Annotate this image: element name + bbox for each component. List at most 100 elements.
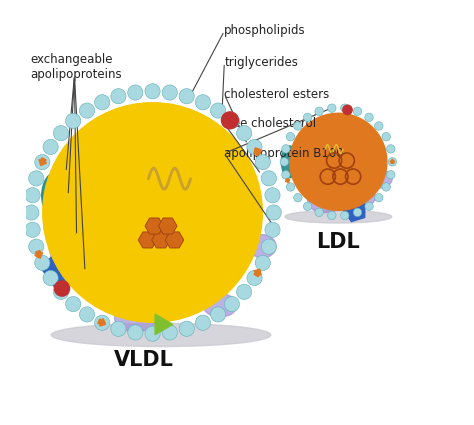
Circle shape — [145, 84, 160, 99]
Circle shape — [265, 222, 280, 237]
Circle shape — [374, 193, 383, 202]
Text: triglycerides: triglycerides — [224, 56, 298, 69]
Circle shape — [286, 133, 295, 141]
Circle shape — [224, 113, 239, 128]
Circle shape — [303, 202, 312, 210]
Circle shape — [294, 122, 302, 130]
Circle shape — [210, 103, 226, 118]
Text: exchangeable
apolipoproteins: exchangeable apolipoproteins — [30, 53, 122, 81]
Circle shape — [265, 188, 280, 203]
Circle shape — [54, 284, 69, 300]
Circle shape — [261, 171, 276, 186]
Circle shape — [353, 208, 362, 217]
Circle shape — [195, 95, 210, 110]
Text: free cholesterol: free cholesterol — [224, 117, 317, 130]
Ellipse shape — [42, 171, 73, 220]
Circle shape — [24, 205, 39, 220]
Circle shape — [221, 112, 238, 129]
Circle shape — [25, 188, 40, 203]
Circle shape — [80, 307, 95, 322]
Ellipse shape — [51, 323, 271, 346]
Circle shape — [25, 222, 40, 237]
Circle shape — [280, 158, 289, 166]
Circle shape — [328, 211, 336, 220]
Text: phospholipids: phospholipids — [224, 25, 306, 37]
Ellipse shape — [248, 235, 276, 258]
Text: LDL: LDL — [317, 232, 360, 252]
Circle shape — [179, 89, 194, 104]
Circle shape — [80, 103, 95, 118]
FancyArrow shape — [98, 318, 106, 326]
FancyArrow shape — [285, 178, 290, 183]
Circle shape — [315, 107, 323, 116]
Circle shape — [255, 155, 270, 170]
Circle shape — [65, 297, 81, 312]
Text: cholesterol esters: cholesterol esters — [224, 88, 329, 101]
Circle shape — [341, 104, 349, 112]
Circle shape — [303, 113, 312, 122]
Circle shape — [365, 113, 373, 122]
Text: VLDL: VLDL — [114, 350, 174, 370]
Circle shape — [95, 315, 110, 330]
Circle shape — [255, 255, 270, 270]
Circle shape — [111, 321, 126, 336]
Circle shape — [162, 85, 177, 100]
FancyArrow shape — [39, 158, 46, 165]
Circle shape — [43, 103, 262, 322]
Circle shape — [128, 85, 143, 100]
Circle shape — [29, 171, 44, 186]
Circle shape — [387, 170, 395, 179]
Ellipse shape — [352, 190, 375, 206]
Circle shape — [145, 326, 160, 341]
Ellipse shape — [282, 146, 298, 178]
Ellipse shape — [73, 148, 123, 184]
Ellipse shape — [49, 221, 104, 272]
Circle shape — [374, 122, 383, 130]
Circle shape — [35, 155, 50, 170]
Circle shape — [388, 158, 397, 166]
Ellipse shape — [308, 191, 344, 212]
Ellipse shape — [203, 294, 237, 317]
Text: apolipoprotein B100: apolipoprotein B100 — [224, 147, 344, 160]
Circle shape — [282, 170, 290, 179]
Circle shape — [128, 325, 143, 340]
Circle shape — [247, 139, 262, 155]
Circle shape — [261, 239, 276, 254]
Circle shape — [95, 95, 110, 110]
Circle shape — [237, 284, 252, 300]
Circle shape — [365, 202, 373, 210]
Circle shape — [65, 113, 81, 128]
Circle shape — [55, 281, 70, 296]
Circle shape — [43, 139, 58, 155]
Circle shape — [290, 113, 387, 210]
Circle shape — [353, 107, 362, 116]
FancyArrow shape — [254, 148, 261, 156]
Circle shape — [29, 239, 44, 254]
Ellipse shape — [115, 304, 157, 332]
Circle shape — [162, 325, 177, 340]
Circle shape — [315, 208, 323, 217]
Circle shape — [111, 89, 126, 104]
Ellipse shape — [365, 169, 392, 188]
Circle shape — [210, 307, 226, 322]
Circle shape — [224, 297, 239, 312]
FancyArrow shape — [390, 159, 395, 163]
Circle shape — [266, 205, 282, 220]
Circle shape — [286, 183, 295, 191]
Circle shape — [54, 125, 69, 141]
Ellipse shape — [285, 210, 392, 223]
Circle shape — [294, 193, 302, 202]
Circle shape — [247, 270, 262, 286]
Circle shape — [43, 270, 58, 286]
FancyArrow shape — [35, 250, 43, 258]
Circle shape — [195, 315, 210, 330]
Circle shape — [237, 125, 252, 141]
Circle shape — [179, 321, 194, 336]
Circle shape — [387, 144, 395, 153]
Circle shape — [341, 211, 349, 220]
Circle shape — [382, 133, 391, 141]
Circle shape — [328, 104, 336, 112]
Circle shape — [35, 255, 50, 270]
FancyArrow shape — [254, 269, 261, 277]
Circle shape — [282, 144, 290, 153]
